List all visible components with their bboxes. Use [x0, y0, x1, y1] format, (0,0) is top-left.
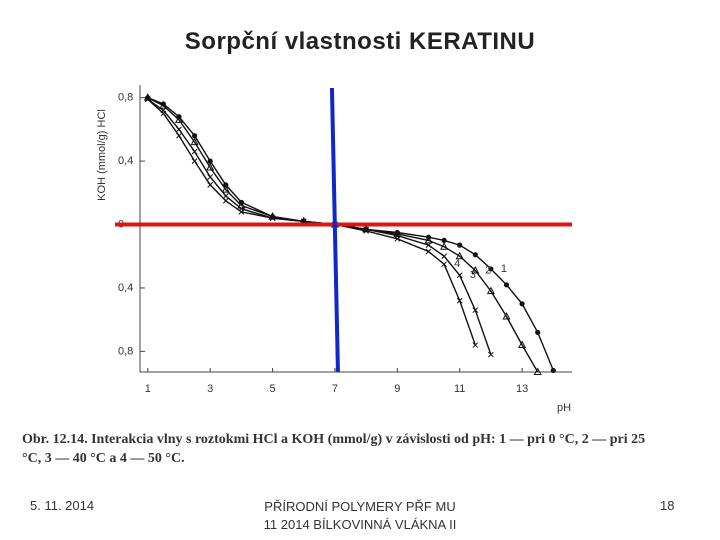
point: [424, 235, 433, 244]
point: [472, 342, 479, 348]
point: [191, 133, 198, 139]
point: [455, 251, 464, 260]
curve-label: 2: [485, 264, 491, 276]
point: [174, 115, 184, 123]
point: [472, 307, 479, 314]
point: [394, 235, 401, 242]
point: [221, 185, 230, 193]
point: [457, 242, 463, 248]
page-number: 18: [660, 498, 675, 513]
point: [472, 252, 478, 258]
point: [550, 367, 556, 374]
x-tick-label: 5: [270, 383, 276, 395]
x-tick-label: 7: [332, 383, 338, 395]
series-line: [147, 97, 539, 373]
point: [207, 182, 214, 188]
point: [207, 174, 214, 180]
slide-title: Sorpční vlastnosti KERATINU: [184, 28, 536, 55]
point: [486, 286, 495, 295]
footer-text: PŘÍRODNÍ POLYMERY PŘF MU 11 2014 BÍLKOVI…: [230, 498, 490, 534]
footer-line: 11 2014 BÍLKOVINNÁ VLÁKNA II: [263, 517, 457, 532]
y-axis-label: KOH (mmol/g) HCl: [96, 109, 108, 201]
point: [207, 158, 213, 164]
footer-date: 5. 11. 2014: [30, 498, 95, 513]
y-tick-label: 0,4: [118, 282, 133, 294]
point: [440, 242, 449, 250]
point: [238, 208, 245, 215]
point: [456, 272, 463, 279]
point: [144, 96, 151, 103]
point: [488, 351, 494, 358]
y-tick-label: 0,4: [118, 155, 133, 167]
point: [222, 193, 229, 199]
x-tick-label: 3: [207, 383, 213, 395]
point: [502, 311, 511, 320]
point: [206, 162, 215, 171]
curve-label: 3: [470, 269, 476, 281]
point: [441, 261, 447, 268]
point: [533, 367, 542, 375]
point: [191, 148, 198, 155]
curve-label: 1: [501, 263, 507, 275]
point: [176, 126, 182, 133]
x-tick-label: 1: [145, 383, 151, 395]
series-line: [147, 98, 492, 355]
point: [191, 158, 198, 164]
point: [441, 253, 447, 260]
point: [503, 282, 510, 288]
y-tick-label: 0,8: [118, 92, 133, 104]
x-tick-label: 13: [516, 383, 528, 395]
reference-vline: [329, 87, 340, 373]
point: [176, 132, 182, 139]
curve-label: 4: [454, 258, 460, 270]
point: [159, 101, 168, 109]
point: [441, 237, 447, 243]
point: [488, 266, 494, 272]
figure-caption: Obr. 12.14. Interakcia vlny s roztokmi H…: [22, 432, 646, 466]
point: [425, 242, 432, 249]
point: [222, 197, 229, 204]
point: [269, 215, 276, 222]
point: [518, 340, 527, 349]
x-axis-label: pH: [557, 402, 571, 414]
point: [471, 265, 480, 274]
series-line: [147, 97, 554, 371]
point: [519, 301, 525, 307]
point: [363, 228, 369, 234]
x-tick-label: 11: [454, 383, 465, 395]
point: [160, 110, 167, 117]
point: [456, 297, 463, 304]
x-tick-label: 9: [394, 383, 400, 395]
point: [223, 182, 229, 188]
point: [535, 329, 541, 335]
point: [425, 248, 432, 255]
footer-line: PŘÍRODNÍ POLYMERY PŘF MU: [264, 499, 456, 514]
y-tick-label: 0,8: [118, 345, 133, 357]
series-line: [147, 98, 476, 346]
point: [190, 137, 199, 146]
